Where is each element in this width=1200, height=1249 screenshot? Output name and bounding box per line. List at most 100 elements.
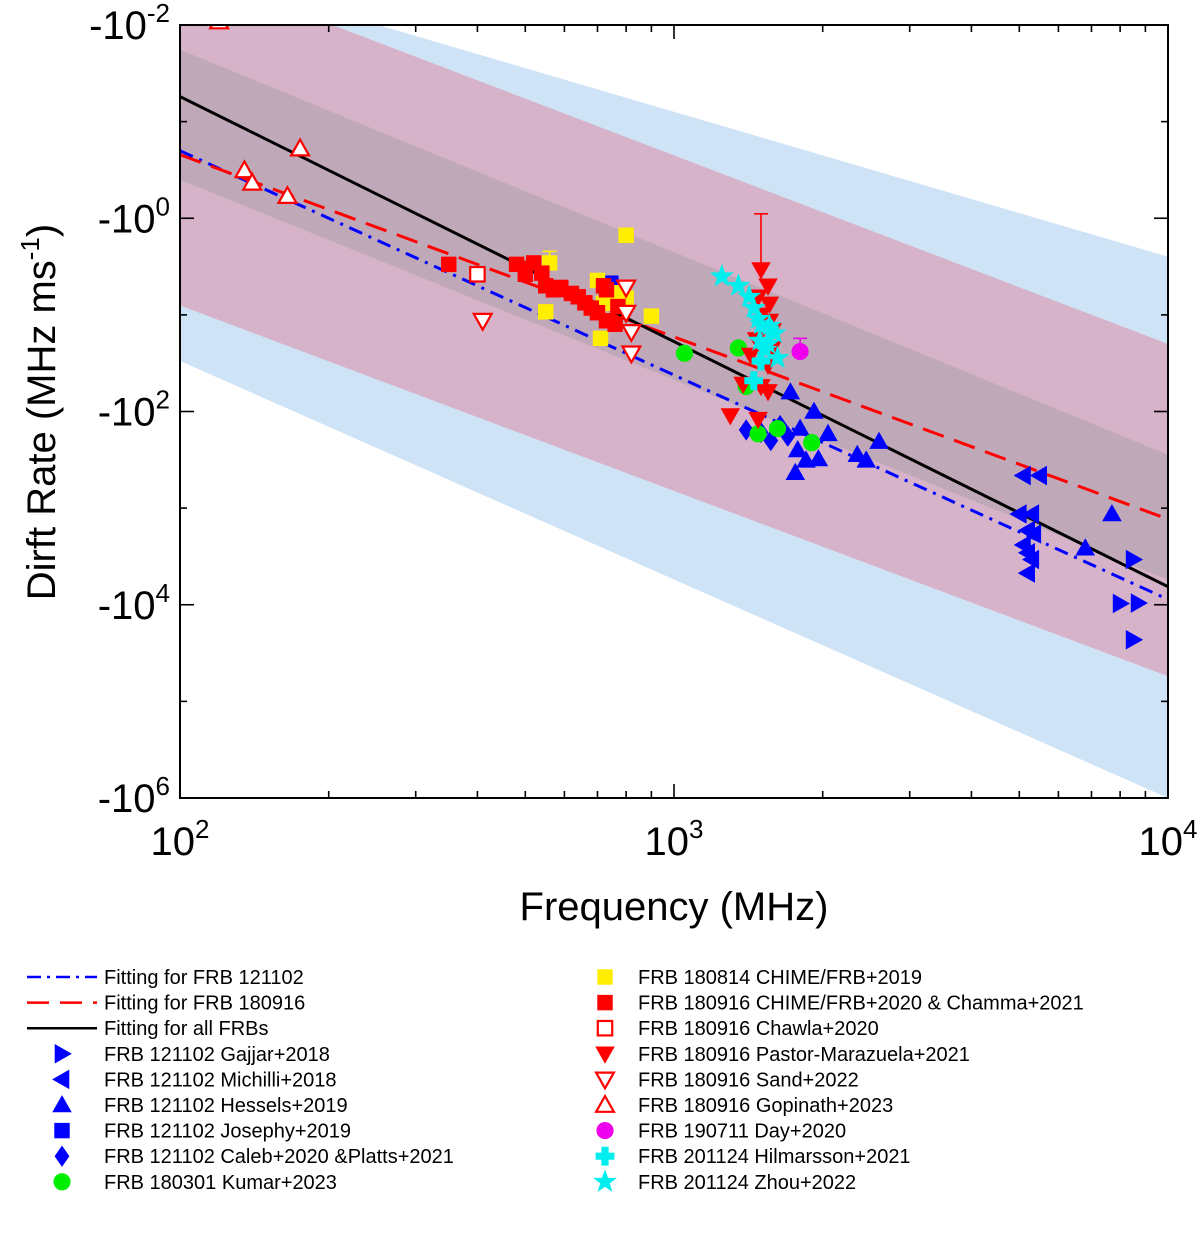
data-point xyxy=(471,312,494,332)
series-frb-121102-gajjar-2018 xyxy=(1112,549,1149,650)
data-point xyxy=(1112,593,1131,614)
legend-label: FRB 121102 Hessels+2019 xyxy=(104,1095,348,1117)
data-point xyxy=(607,316,623,332)
series-frb-121102-michilli-2018 xyxy=(1009,465,1047,583)
data-point xyxy=(233,159,256,179)
legend: Fitting for FRB 121102 Fitting for FRB 18… xyxy=(27,967,1084,1194)
legend-marker xyxy=(52,1095,72,1113)
data-point xyxy=(791,343,809,361)
data-point xyxy=(758,384,778,402)
data-point xyxy=(803,434,821,452)
x-tick-label: 103 xyxy=(645,814,704,864)
legend-entry-fitting-for-frb-180916: Fitting for FRB 180916 xyxy=(27,993,305,1015)
y-axis-title-close: ) xyxy=(20,224,64,237)
data-points xyxy=(208,0,1149,650)
data-point xyxy=(219,0,237,4)
data-point xyxy=(1125,549,1144,570)
data-point xyxy=(740,347,761,365)
data-point xyxy=(643,308,660,324)
data-point xyxy=(709,263,734,287)
data-point xyxy=(804,401,824,419)
tick-exponent: 2 xyxy=(195,814,209,844)
legend-marker xyxy=(54,1044,72,1064)
data-point xyxy=(517,266,534,282)
data-point xyxy=(747,328,772,351)
legend-marker xyxy=(594,1093,616,1113)
data-point xyxy=(753,337,778,361)
legend-label: FRB 201124 Zhou+2022 xyxy=(638,1172,856,1194)
tick-base: -10 xyxy=(89,4,147,48)
legend-entry-frb-121102-michilli-2018: FRB 121102 Michilli+2018 xyxy=(52,1069,337,1091)
data-point xyxy=(737,284,762,307)
legend-entry-frb-180301-kumar-2023: FRB 180301 Kumar+2023 xyxy=(53,1172,337,1194)
legend-entry-frb-180916-gopinath-2023: FRB 180916 Gopinath+2023 xyxy=(594,1093,893,1117)
legend-entry-frb-180916-chime-frb-2020-chamma-2021: FRB 180916 CHIME/FRB+2020 & Chamma+2021 xyxy=(597,993,1084,1015)
tick-base: 10 xyxy=(151,820,196,864)
data-point xyxy=(758,278,778,296)
y-tick-label: -104 xyxy=(98,578,170,628)
data-point xyxy=(1102,504,1122,522)
legend-entry-frb-180916-sand-2022: FRB 180916 Sand+2022 xyxy=(594,1069,859,1091)
gray-band xyxy=(180,49,1168,580)
data-point xyxy=(595,278,612,294)
y-tick-label: -102 xyxy=(98,385,170,435)
legend-entry-fitting-for-frb-121102: Fitting for FRB 121102 xyxy=(27,967,304,989)
tick-exponent: 4 xyxy=(156,578,170,608)
data-point xyxy=(720,408,741,426)
data-point xyxy=(847,444,868,462)
fitting-for-frb-121102-line xyxy=(180,149,1168,601)
fitting-for-frb-180916-line xyxy=(180,153,1168,521)
data-point xyxy=(675,344,694,362)
legend-entry-frb-121102-hessels-2019: FRB 121102 Hessels+2019 xyxy=(52,1095,348,1117)
data-point xyxy=(787,439,808,458)
legend-label: FRB 180916 Pastor-Marazuela+2021 xyxy=(638,1044,970,1066)
y-axis-title: Dirft Rate (MHz ms-1) xyxy=(15,224,64,600)
legend-entry-frb-180916-chawla-2020: FRB 180916 Chawla+2020 xyxy=(596,1018,879,1040)
data-point xyxy=(289,137,311,157)
legend-entry-frb-190711-day-2020: FRB 190711 Day+2020 xyxy=(596,1121,846,1143)
tick-exponent: 6 xyxy=(156,771,170,801)
data-point xyxy=(768,419,787,438)
data-point xyxy=(620,324,643,344)
data-point xyxy=(790,418,810,436)
tick-labels: 102 103 104-10-2-100-102-104-106 xyxy=(89,0,1197,864)
y-tick-label: -106 xyxy=(98,771,170,821)
legend-marker xyxy=(595,1046,615,1064)
data-point xyxy=(869,431,889,449)
legend-marker xyxy=(595,1146,615,1166)
tick-base: -10 xyxy=(98,391,156,435)
series-frb-180301-kumar-2023 xyxy=(675,339,821,452)
error-bar-1 xyxy=(753,213,768,270)
legend-marker xyxy=(54,1122,70,1139)
data-point xyxy=(762,320,787,344)
tick-exponent: 2 xyxy=(156,385,170,415)
legend-label: FRB 121102 Michilli+2018 xyxy=(104,1069,337,1091)
legend-marker xyxy=(52,1069,70,1090)
data-point xyxy=(276,184,299,204)
data-point xyxy=(592,330,609,347)
legend-label: FRB 180916 CHIME/FRB+2020 & Chamma+2021 xyxy=(638,993,1084,1015)
data-point xyxy=(1017,563,1035,583)
x-axis-title: Frequency (MHz) xyxy=(520,885,829,929)
data-point xyxy=(620,345,643,365)
legend-label: FRB 180814 CHIME/FRB+2019 xyxy=(638,967,922,989)
tick-base: -10 xyxy=(98,777,156,821)
data-point xyxy=(780,382,801,400)
data-point xyxy=(1125,629,1144,650)
legend-entry-fitting-for-all-frbs: Fitting for all FRBs xyxy=(27,1018,268,1040)
legend-label: FRB 180916 Chawla+2020 xyxy=(638,1018,879,1040)
y-tick-label: -100 xyxy=(98,191,170,241)
series-frb-201124-zhou-2022 xyxy=(709,263,790,369)
data-point xyxy=(744,371,764,391)
legend-marker xyxy=(53,1173,71,1191)
series-frb-121102-hessels-2019 xyxy=(780,382,1122,556)
data-point xyxy=(1075,538,1096,556)
legend-label: FRB 201124 Hilmarsson+2021 xyxy=(638,1146,911,1168)
data-point xyxy=(785,462,806,480)
legend-marker xyxy=(597,969,613,985)
legend-entry-frb-201124-zhou-2022: FRB 201124 Zhou+2022 xyxy=(593,1169,856,1194)
series-frb-180916-sand-2022 xyxy=(471,279,643,365)
data-point xyxy=(469,265,486,283)
series-frb-180916-chime-frb-2020-chamma-2021 xyxy=(441,255,626,332)
